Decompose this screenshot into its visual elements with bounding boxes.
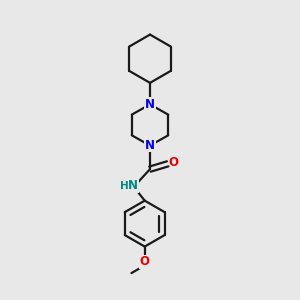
Text: O: O [140, 255, 150, 268]
Text: N: N [128, 179, 138, 192]
Text: N: N [145, 98, 155, 111]
Text: H: H [120, 181, 129, 190]
Text: O: O [168, 156, 178, 169]
Text: N: N [145, 139, 155, 152]
